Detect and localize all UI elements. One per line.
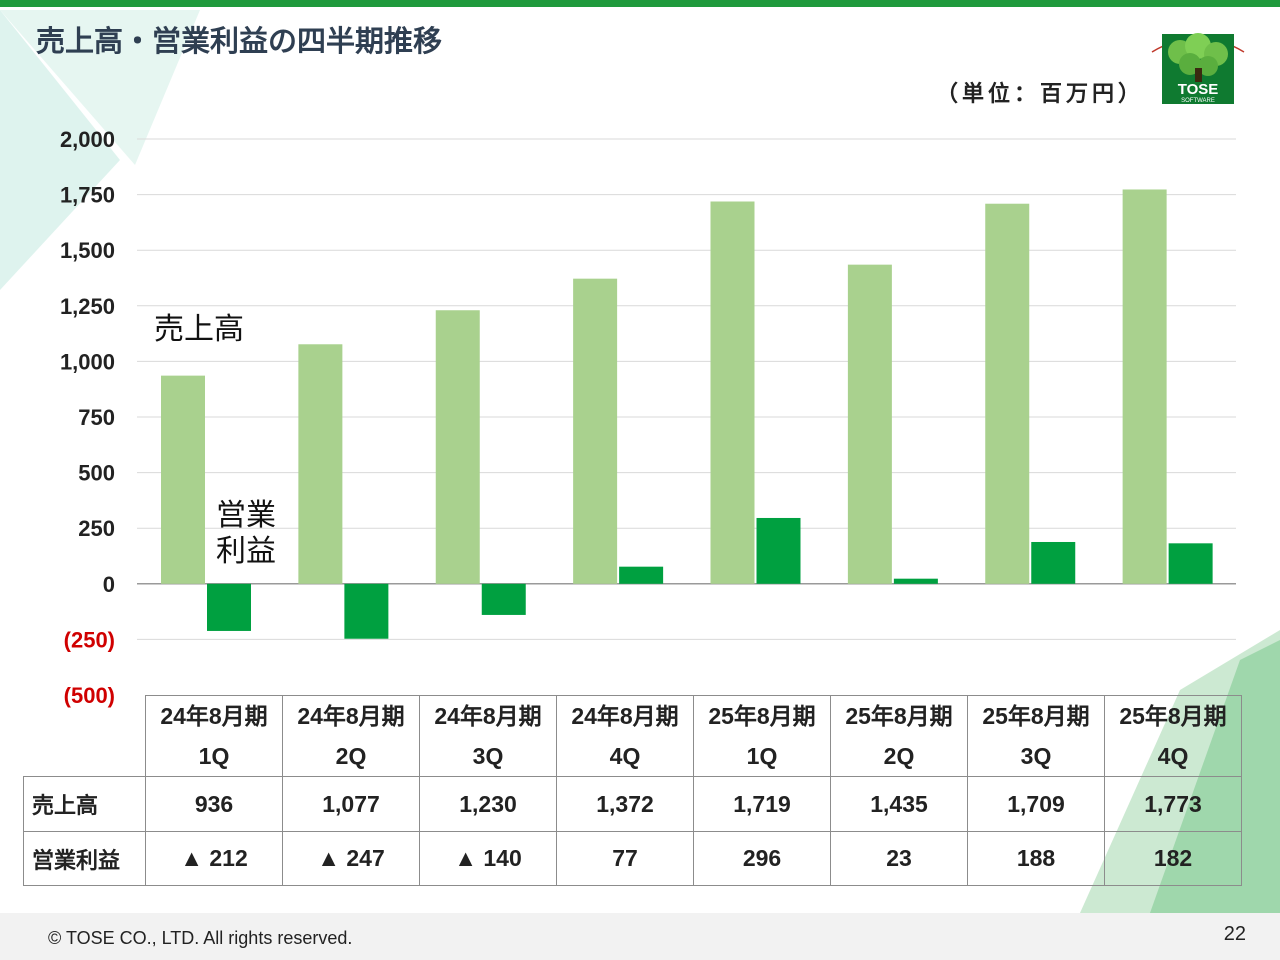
tose-logo: TOSE SOFTWARE: [1151, 33, 1245, 104]
row-header-sales: 売上高: [23, 776, 146, 832]
col-header: 25年8月期 3Q: [967, 695, 1105, 777]
y-tick-label: 1,000: [60, 349, 115, 374]
y-tick-label: (250): [64, 627, 115, 652]
bar-sales: [435, 310, 480, 584]
unit-label: （単位：百万円）: [935, 82, 1144, 107]
bar-operating-profit: [1031, 541, 1076, 584]
series-label-sales-line: 売上高: [154, 312, 244, 347]
col-header: 24年8月期 2Q: [282, 695, 420, 777]
bar-operating-profit: [893, 578, 938, 584]
table-cell: 1,709: [967, 776, 1105, 832]
table-cell: ▲ 140: [419, 831, 557, 886]
series-label-profit-line1: 営業: [216, 498, 276, 533]
bar-sales: [847, 264, 892, 584]
y-tick-label: 2,000: [60, 127, 115, 152]
y-tick-label: 1,250: [60, 294, 115, 319]
table-cell: ▲ 247: [282, 831, 420, 886]
bar-operating-profit: [756, 517, 801, 584]
table-cell: 1,230: [419, 776, 557, 832]
y-tick-label: 0: [103, 572, 115, 597]
y-tick-label: 500: [78, 461, 115, 486]
bar-sales: [985, 203, 1030, 584]
bar-operating-profit: [344, 583, 389, 639]
table-cell: 296: [693, 831, 831, 886]
col-header: 24年8月期 3Q: [419, 695, 557, 777]
y-tick-label: 250: [78, 516, 115, 541]
col-header: 25年8月期 2Q: [830, 695, 968, 777]
logo-text: TOSE: [1178, 81, 1219, 98]
top-accent-bar: [0, 0, 1280, 7]
table-cell: ▲ 212: [145, 831, 283, 886]
table-row-profit: 営業利益 ▲ 212 ▲ 247 ▲ 140 77 296 23 188 182: [23, 831, 1242, 886]
y-tick-label: 750: [78, 405, 115, 430]
table-row-sales: 売上高 936 1,077 1,230 1,372 1,719 1,435 1,…: [23, 776, 1242, 832]
table-cell: 182: [1104, 831, 1242, 886]
col-header: 25年8月期 4Q: [1104, 695, 1242, 777]
table-cell: 188: [967, 831, 1105, 886]
bar-operating-profit: [1168, 543, 1213, 584]
data-table: 24年8月期 1Q 24年8月期 2Q 24年8月期 3Q 24年8月期 4Q 25年8…: [23, 695, 1242, 886]
row-header-profit: 営業利益: [23, 831, 146, 886]
table-cell: 23: [830, 831, 968, 886]
bar-sales: [710, 201, 755, 584]
series-label-profit-line2: 利益: [216, 534, 276, 569]
table-cell: 936: [145, 776, 283, 832]
table-cell: 1,435: [830, 776, 968, 832]
series-label-profit: 営業 利益: [216, 498, 276, 570]
bar-operating-profit: [207, 583, 251, 631]
y-tick-label: 1,500: [60, 238, 115, 263]
col-header: 24年8月期 1Q: [145, 695, 283, 777]
col-header: 24年8月期 4Q: [556, 695, 694, 777]
slide-title: 売上高・営業利益の四半期推移: [36, 24, 443, 58]
bar-sales: [161, 375, 205, 584]
table-header-row: 24年8月期 1Q 24年8月期 2Q 24年8月期 3Q 24年8月期 4Q 25年8…: [23, 695, 1242, 777]
table-cell: 77: [556, 831, 694, 886]
y-tick-label: 1,750: [60, 183, 115, 208]
series-label-sales: 売上高: [154, 312, 244, 348]
bar-operating-profit: [481, 583, 526, 615]
table-cell: 1,372: [556, 776, 694, 832]
copyright-text: © TOSE CO., LTD. All rights reserved.: [48, 928, 353, 948]
bar-sales: [298, 344, 343, 584]
col-header: 25年8月期 1Q: [693, 695, 831, 777]
bar-sales: [1122, 189, 1167, 584]
bar-operating-profit: [619, 566, 664, 584]
table-cell: 1,719: [693, 776, 831, 832]
bars: [161, 189, 1213, 639]
bar-sales: [573, 278, 618, 584]
page-number: 22: [1223, 923, 1246, 945]
footer-bar: [0, 913, 1280, 960]
logo-subtext: SOFTWARE: [1181, 98, 1215, 104]
table-cell: 1,773: [1104, 776, 1242, 832]
table-cell: 1,077: [282, 776, 420, 832]
table-corner: [23, 695, 146, 777]
y-axis: 2,000 1,750 1,500 1,250 1,000 750 500 250 0 (250)…: [60, 127, 115, 708]
